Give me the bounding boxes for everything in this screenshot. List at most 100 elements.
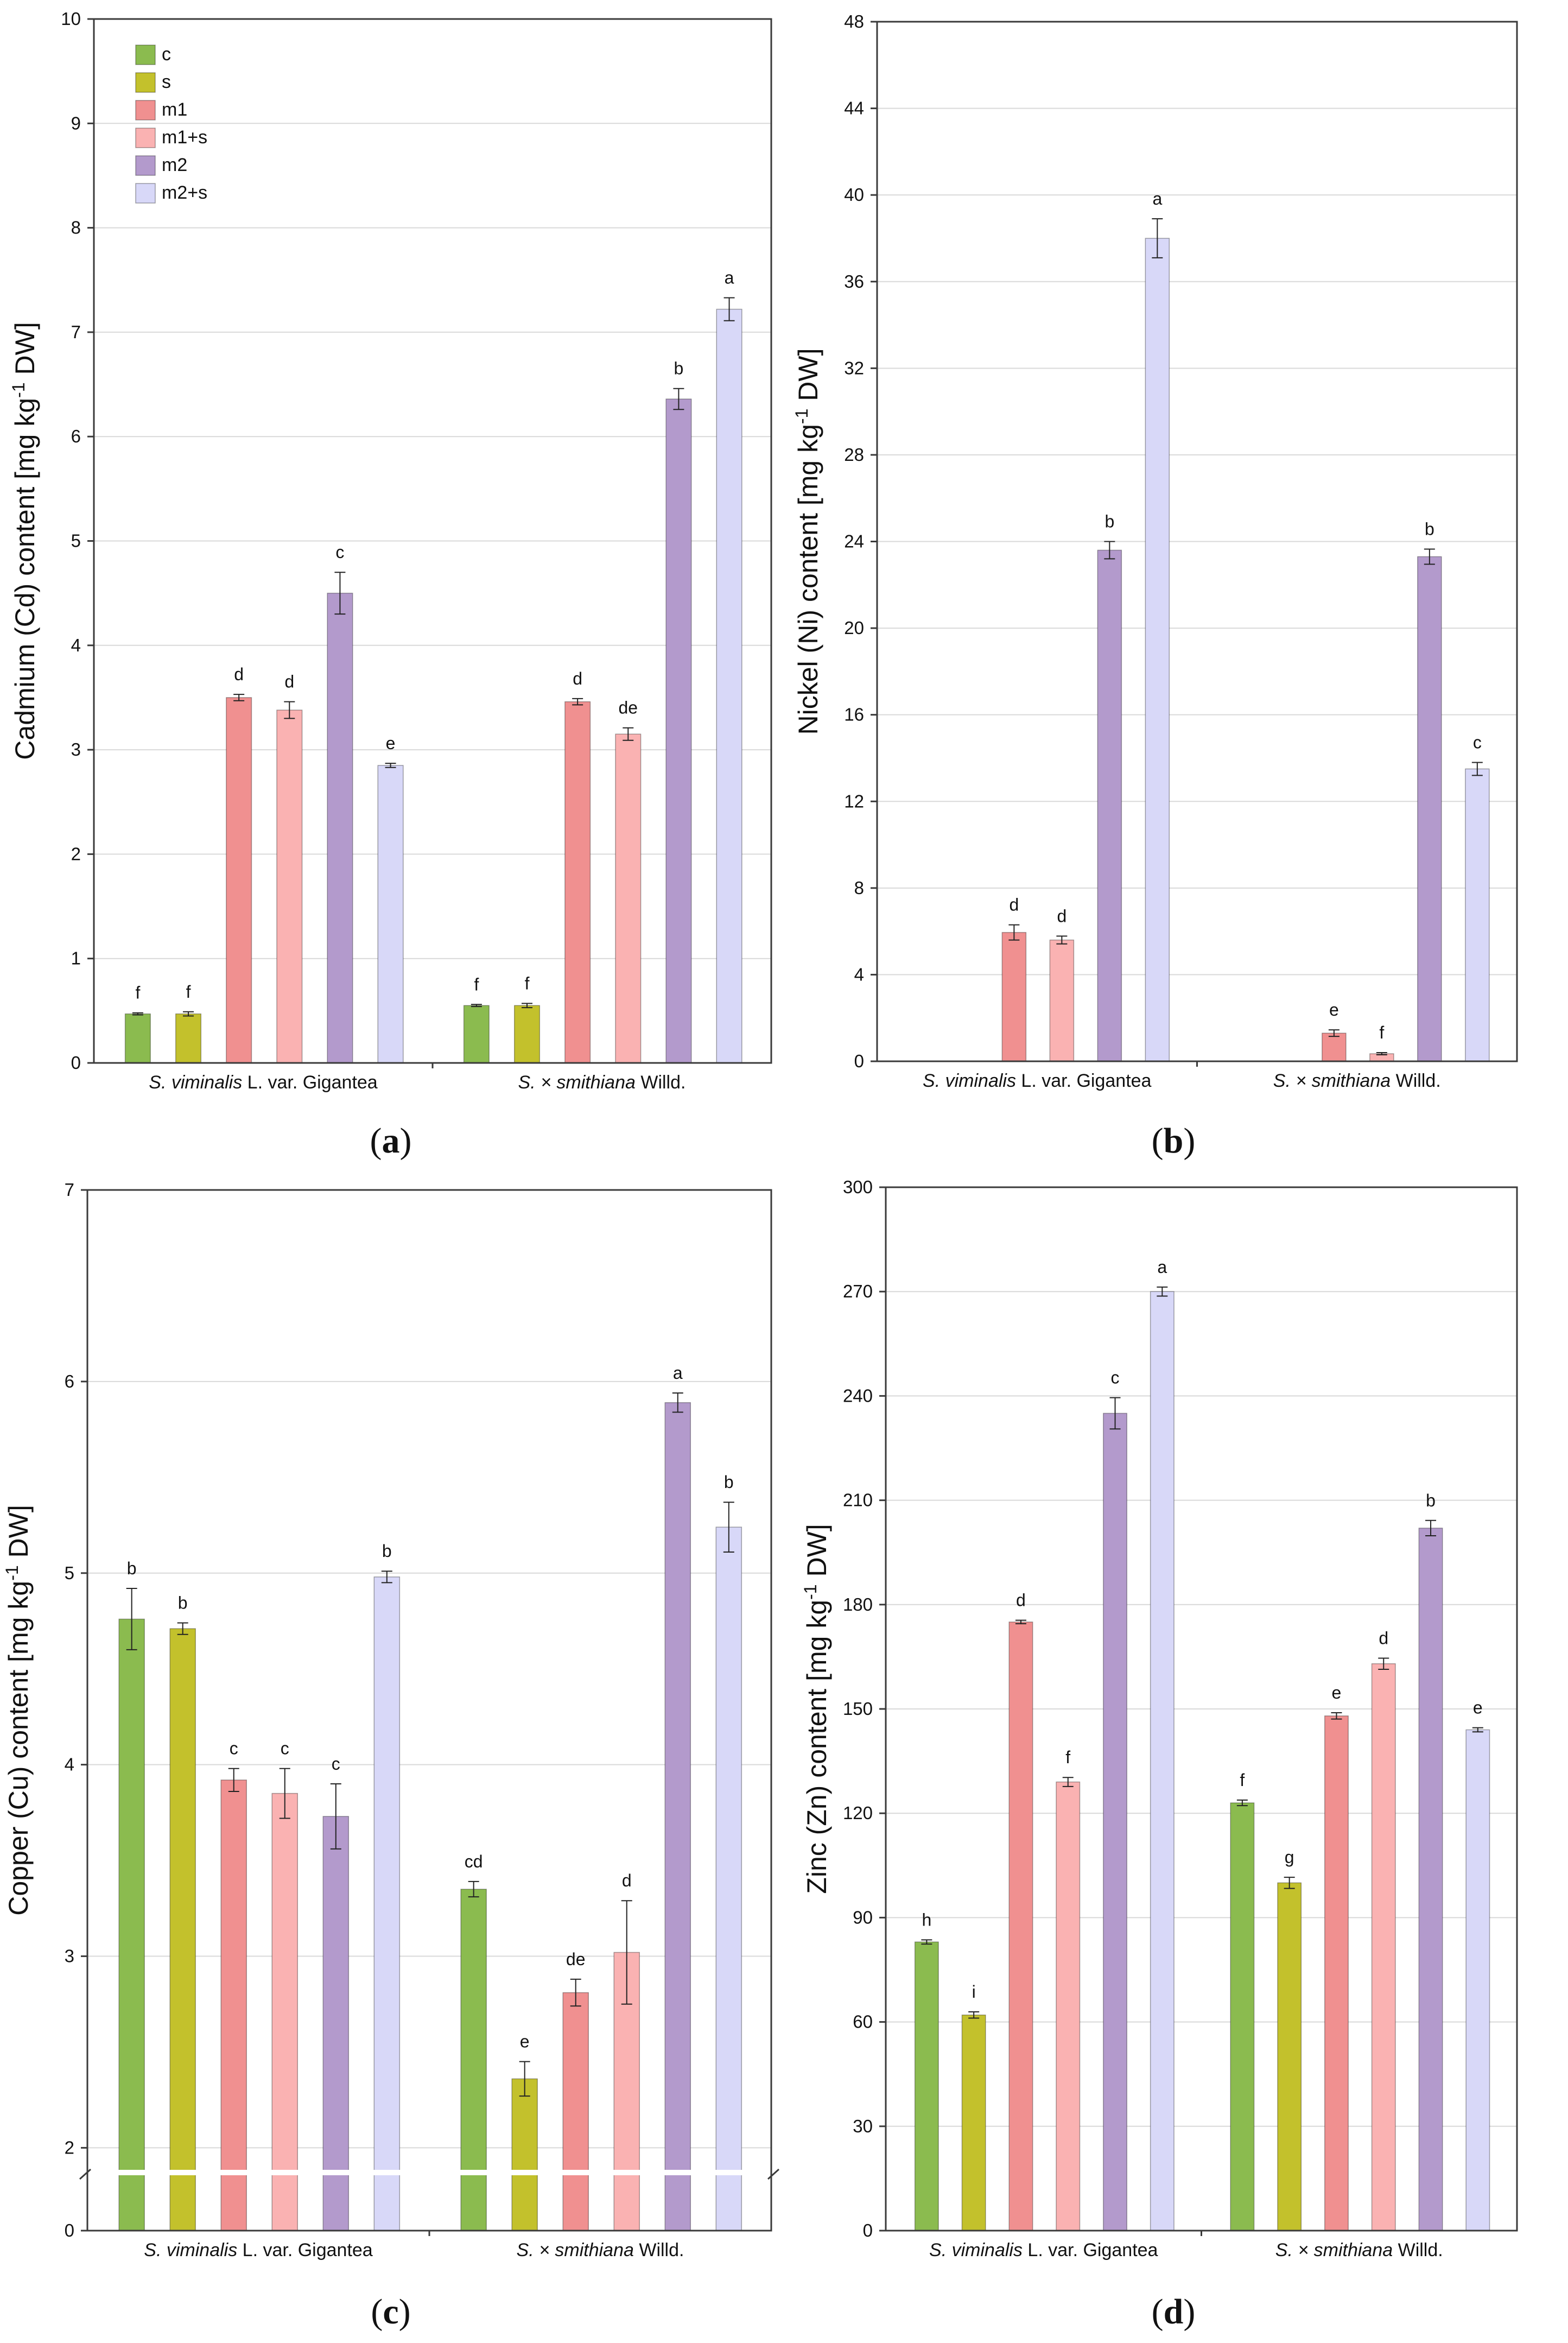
y-tick-label: 40 [844,185,864,205]
significance-label: cd [465,1852,483,1871]
y-tick-label: 48 [844,11,864,31]
panel-b-x-categories: S. viminalis L. var. Gigantea S. × smith… [923,1071,1441,1091]
significance-label: c [230,1739,238,1758]
panel-a-x-categories: S. viminalis L. var. Gigantea S. × smith… [149,1072,685,1093]
y-tick-label: 30 [853,2116,873,2136]
significance-label: de [566,1949,586,1969]
bar [175,1013,202,1063]
bar [1277,1882,1302,2231]
bar [665,398,692,1063]
panel-b-y-axis-title: Nickel (Ni) content [mg kg-1 DW] [792,349,823,735]
bar [562,1992,589,2231]
significance-label: f [474,974,479,994]
y-tick-label: 7 [65,1180,74,1200]
y-tick-label: 4 [65,1755,74,1775]
y-tick-label: 6 [71,426,81,446]
panel-c-category-label-ss: S. × smithiana Willd. [517,2240,684,2260]
bar [664,1402,691,2231]
significance-label: f [135,983,140,1003]
significance-label: a [1152,189,1162,208]
significance-label: de [618,698,638,718]
bar [1056,1781,1081,2231]
y-tick-label: 12 [844,791,864,811]
panel-c-axis-break [79,2168,780,2180]
significance-label: h [922,1910,931,1929]
panel-d-x-categories: S. viminalis L. var. Gigantea S. × smith… [929,2240,1443,2260]
significance-label: b [127,1559,137,1578]
bar [322,1816,350,2231]
significance-label: f [1240,1770,1245,1790]
panel-b-caption: (b) [1152,1121,1196,1161]
panel-c-caption: (c) [371,2292,410,2332]
significance-label: d [284,672,294,692]
panel-a-legend: cs m1 m1+s m2 m2+s [135,44,207,204]
significance-label: d [1057,906,1067,926]
significance-label: e [386,733,396,753]
bar [1097,549,1122,1062]
bar [1150,1291,1175,2231]
panel-d-y-ticks: 0 30 60 90 120 150 180 210 240 270 300 [843,1177,1202,2240]
panel-c-y-ticks: 0 2 3 4 5 6 7 [65,1180,430,2240]
bar [377,765,404,1063]
axis-break-mark-right [767,2168,780,2180]
y-tick-label: 4 [854,964,864,984]
y-tick-label: 28 [844,445,864,465]
bar [1465,768,1490,1062]
legend-swatch [135,45,156,65]
bar [511,2078,538,2231]
y-tick-label: 1 [71,948,81,968]
significance-label: f [1379,1023,1384,1042]
significance-label: b [1104,512,1114,531]
bar [271,1793,299,2231]
legend-swatch [135,183,156,204]
panel-b-gridlines [877,21,1517,976]
legend-label: s [162,72,171,92]
significance-label: d [622,1871,632,1890]
significance-label: d [573,669,582,688]
significance-label: d [1016,1591,1026,1610]
panel-d-zinc-chart: h f i g d e f d c b a e 0 30 60 90 120 150 180 210 240 270 30… [801,1177,1518,2332]
bar [564,701,591,1063]
panel-a-category-label-sv: S. viminalis L. var. Gigantea [149,1072,378,1093]
y-tick-label: 36 [844,271,864,292]
y-tick-label: 16 [844,705,864,725]
y-tick-label: 20 [844,618,864,638]
y-tick-label: 180 [843,1594,873,1614]
panel-c-x-categories: S. viminalis L. var. Gigantea S. × smith… [144,2240,684,2260]
bar [1465,1729,1490,2231]
bar [1418,1528,1443,2231]
legend-swatch [135,155,156,176]
bar [463,1005,490,1063]
significance-label: d [234,664,244,684]
bar [1145,238,1170,1062]
y-tick-label: 5 [65,1563,74,1583]
bar [1324,1715,1349,2231]
y-tick-label: 60 [853,2012,873,2032]
y-tick-label: 24 [844,531,864,552]
panel-d-bars: h f i g d e f d c b a e [914,1257,1490,2231]
y-tick-label: 5 [71,531,81,551]
axis-break-mark-left [79,2168,92,2180]
bar [961,2015,986,2231]
legend-swatch [135,128,156,148]
significance-label: b [178,1593,188,1613]
panel-d-caption: (d) [1152,2292,1196,2332]
bar [118,1618,145,2231]
significance-label: f [525,973,530,993]
y-tick-label: 150 [843,1699,873,1719]
legend-swatch [135,100,156,121]
significance-label: b [382,1541,392,1561]
significance-label: d [1009,895,1019,915]
bar [1230,1802,1255,2231]
panel-d-category-label-ss: S. × smithiana Willd. [1275,2240,1443,2260]
significance-label: b [1425,519,1434,539]
significance-label: a [1157,1257,1167,1277]
y-tick-label: 120 [843,1803,873,1823]
significance-label: d [1379,1628,1388,1648]
bar [1008,1622,1033,2231]
significance-label: c [1473,732,1482,752]
